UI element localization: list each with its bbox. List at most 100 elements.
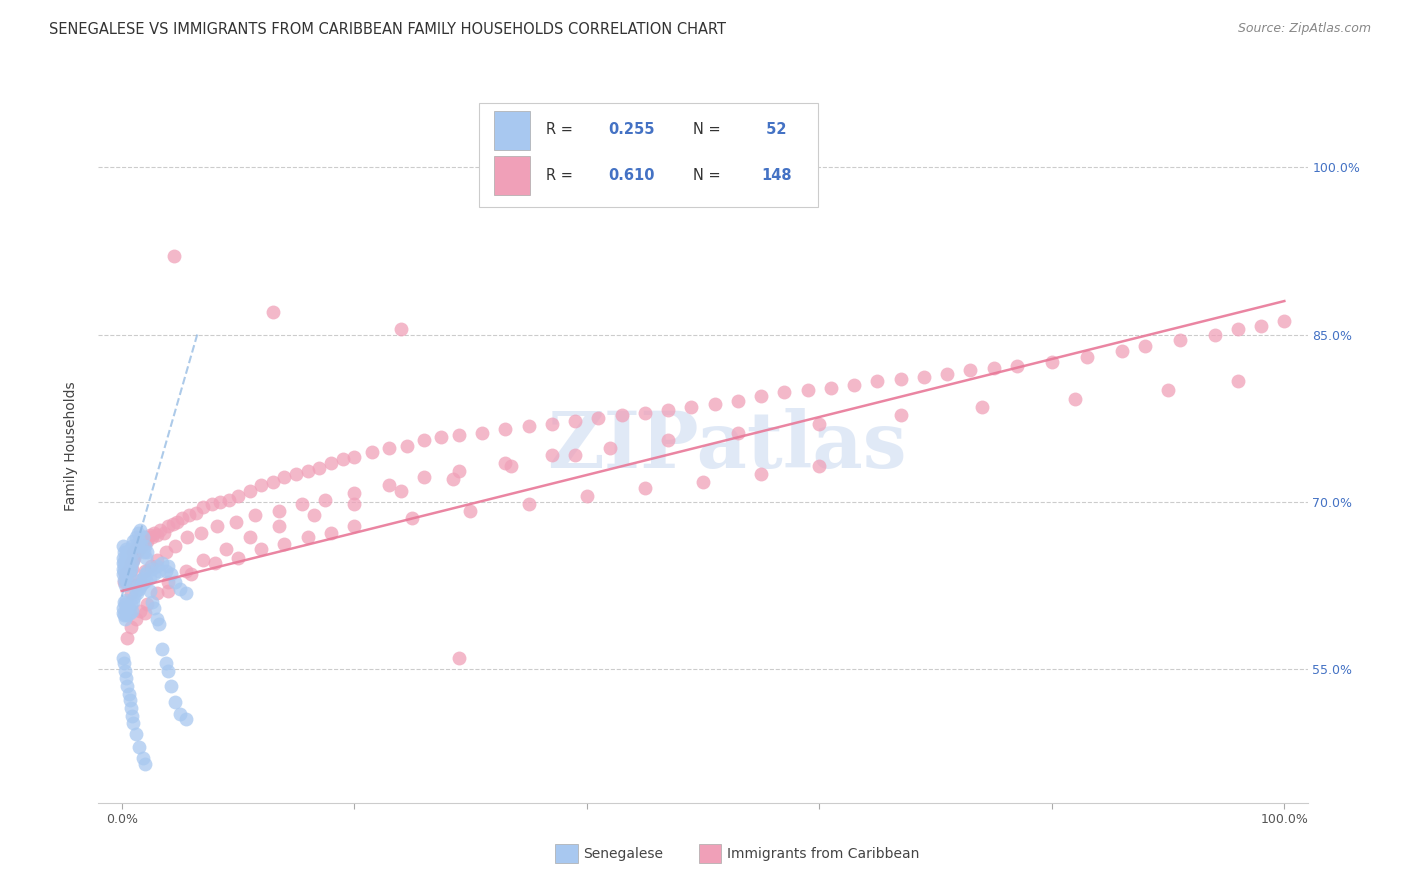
Point [120,586,142,600]
Point [138,584,160,599]
Point [135,573,157,587]
Point [138,571,160,585]
Text: Immigrants from Caribbean: Immigrants from Caribbean [727,847,920,861]
Point [890,408,912,422]
Point [122,533,145,548]
Point [129,573,152,587]
Point [588,411,610,425]
Point [150,556,173,570]
Point [127,578,149,592]
Point [114,550,136,565]
Point [139,559,162,574]
Point [959,363,981,377]
Point [136,598,159,612]
Point [176,530,198,544]
Point [155,657,177,671]
Point [291,497,314,511]
Point [118,564,141,578]
Text: 0.610: 0.610 [609,168,655,183]
Point [1064,392,1087,407]
Point [727,425,749,440]
Text: N =: N = [693,168,725,183]
Point [134,564,156,578]
Point [634,405,657,419]
Point [319,456,342,470]
Point [1040,355,1063,369]
Point [343,497,366,511]
Point [190,525,212,540]
Point [131,751,153,765]
Point [727,394,749,409]
Point [117,545,139,559]
Point [120,598,142,612]
Text: SENEGALESE VS IMMIGRANTS FROM CARIBBEAN FAMILY HOUSEHOLDS CORRELATION CHART: SENEGALESE VS IMMIGRANTS FROM CARIBBEAN … [49,22,727,37]
Point [226,550,249,565]
Point [122,595,145,609]
Point [360,444,382,458]
Point [127,539,149,553]
Point [131,539,153,553]
Point [169,582,191,596]
Point [225,515,247,529]
Point [1111,344,1133,359]
Point [115,604,138,618]
Point [148,617,170,632]
Point [125,586,148,600]
Point [343,519,366,533]
Point [117,556,139,570]
Point [112,556,135,570]
Point [218,492,240,507]
Point [703,396,725,410]
Point [1226,322,1249,336]
Point [191,500,214,515]
Point [297,464,319,478]
Point [129,523,152,537]
Point [117,571,139,585]
Point [319,525,342,540]
Point [112,564,135,578]
Point [866,374,889,388]
Point [136,545,159,559]
Point [121,556,143,570]
Point [157,559,180,574]
Point [599,442,621,455]
Point [447,428,470,442]
Point [808,459,831,474]
Point [302,508,325,523]
Point [172,511,194,525]
Point [114,567,136,582]
Point [157,664,180,678]
Point [145,552,167,567]
Point [332,452,354,467]
Point [132,574,155,589]
Point [118,607,141,621]
Point [114,562,136,576]
Point [129,536,152,550]
Point [143,567,166,582]
Point [378,442,401,455]
Point [191,552,214,567]
Point [128,582,150,596]
Point [120,701,142,715]
Point [128,533,150,548]
Point [157,574,180,589]
Point [250,541,273,556]
Point [808,417,831,431]
Point [152,525,174,540]
Point [132,537,155,551]
Point [124,541,146,556]
Point [131,571,153,585]
Point [145,528,167,542]
Point [166,515,188,529]
Point [262,475,284,489]
Point [141,595,163,609]
Point [143,525,166,540]
Point [314,492,336,507]
Point [401,511,423,525]
Point [114,612,136,626]
Point [117,608,139,623]
Point [128,740,150,755]
Point [128,541,150,556]
Point [118,550,141,565]
Text: 148: 148 [761,168,792,183]
